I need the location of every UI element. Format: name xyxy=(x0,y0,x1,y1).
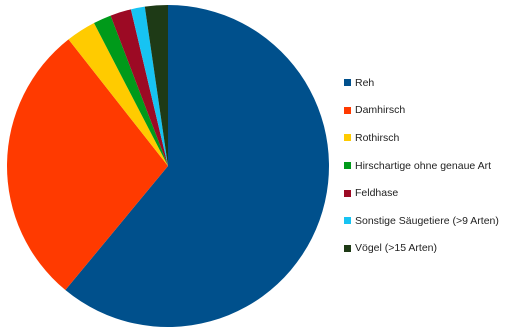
legend-label: Sonstige Säugetiere (>9 Arten) xyxy=(355,215,499,227)
legend-item: Reh xyxy=(344,69,499,97)
legend-swatch xyxy=(344,245,351,252)
legend-item: Sonstige Säugetiere (>9 Arten) xyxy=(344,207,499,235)
legend-label: Damhirsch xyxy=(355,104,405,116)
legend-label: Hirschartige ohne genaue Art xyxy=(355,160,491,172)
legend-item: Damhirsch xyxy=(344,97,499,125)
legend-item: Feldhase xyxy=(344,179,499,207)
legend-swatch xyxy=(344,190,351,197)
legend-item: Vögel (>15 Arten) xyxy=(344,235,499,263)
legend-swatch xyxy=(344,107,351,114)
legend-swatch xyxy=(344,134,351,141)
legend-swatch xyxy=(344,79,351,86)
legend-label: Feldhase xyxy=(355,187,398,199)
legend-item: Rothirsch xyxy=(344,124,499,152)
legend-label: Vögel (>15 Arten) xyxy=(355,242,437,254)
legend-swatch xyxy=(344,217,351,224)
legend: Reh Damhirsch Rothirsch Hirschartige ohne g… xyxy=(344,69,499,262)
legend-item: Hirschartige ohne genaue Art xyxy=(344,152,499,180)
legend-swatch xyxy=(344,162,351,169)
legend-label: Reh xyxy=(355,77,374,89)
legend-label: Rothirsch xyxy=(355,132,399,144)
pie-slices xyxy=(7,5,329,327)
